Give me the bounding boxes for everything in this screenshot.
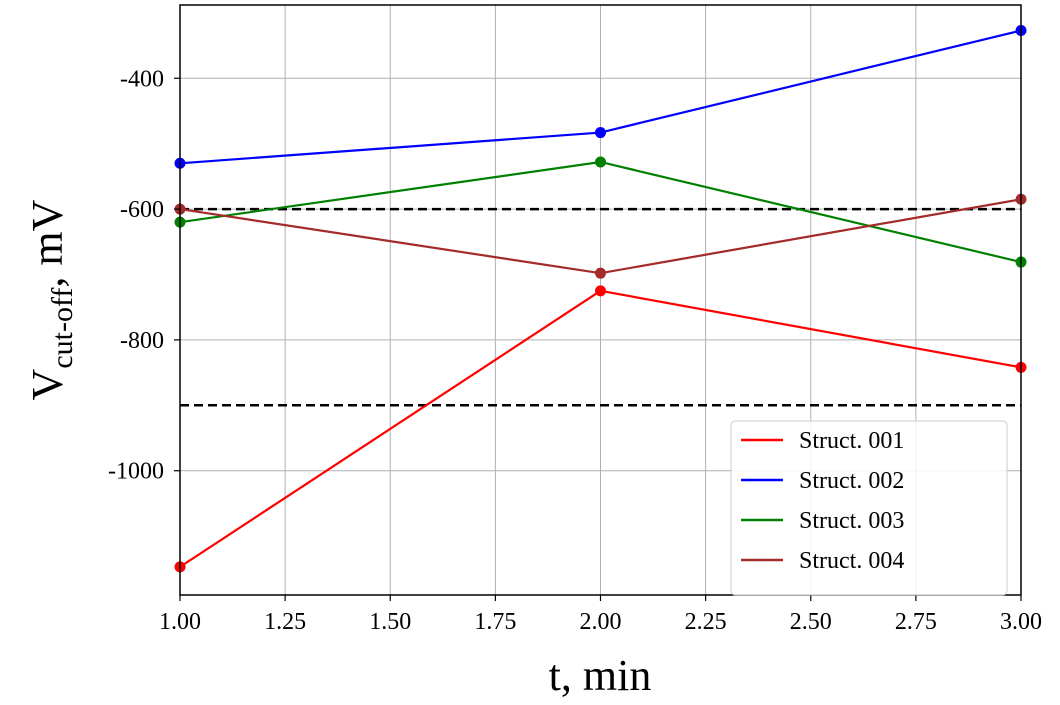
x-tick-label: 2.75 <box>895 609 937 635</box>
data-point <box>595 127 606 139</box>
legend: Struct. 001 Struct. 002 Struct. 003 Struct.… <box>730 420 1008 596</box>
y-axis-title: Vcut-off, mV <box>23 199 79 400</box>
x-tick-label: 1.00 <box>159 609 201 635</box>
reference-lines <box>180 207 1021 407</box>
y-tick-label: -600 <box>120 197 164 223</box>
x-tick-label: 2.25 <box>685 609 727 635</box>
axis-ticks: 1.00 1.25 1.50 1.75 2.00 2.25 2.50 2.75 3.00 -100… <box>108 66 1042 635</box>
x-tick-label: 1.75 <box>474 609 516 635</box>
data-point <box>595 285 606 297</box>
x-tick-label: 1.25 <box>264 609 306 635</box>
y-axis-title-subscript: cut-off <box>46 288 79 369</box>
legend-box <box>730 420 1008 596</box>
x-tick-label: 1.50 <box>369 609 411 635</box>
series-lines <box>174 25 1027 573</box>
legend-label: Struct. 002 <box>799 468 904 494</box>
x-tick-label: 3.00 <box>1000 609 1042 635</box>
legend-label: Struct. 001 <box>799 428 904 454</box>
y-axis-title-base: V <box>23 368 72 400</box>
legend-label: Struct. 003 <box>799 508 904 534</box>
data-point <box>595 267 606 279</box>
legend-label: Struct. 004 <box>799 548 904 574</box>
data-point <box>595 156 606 168</box>
x-tick-label: 2.00 <box>580 609 622 635</box>
x-tick-label: 2.50 <box>790 609 832 635</box>
y-tick-label: -1000 <box>108 459 164 485</box>
y-tick-label: -800 <box>120 328 164 354</box>
x-axis-title: t, min <box>549 651 652 700</box>
y-tick-label: -400 <box>120 66 164 92</box>
y-axis-title-suffix: , mV <box>23 199 72 287</box>
